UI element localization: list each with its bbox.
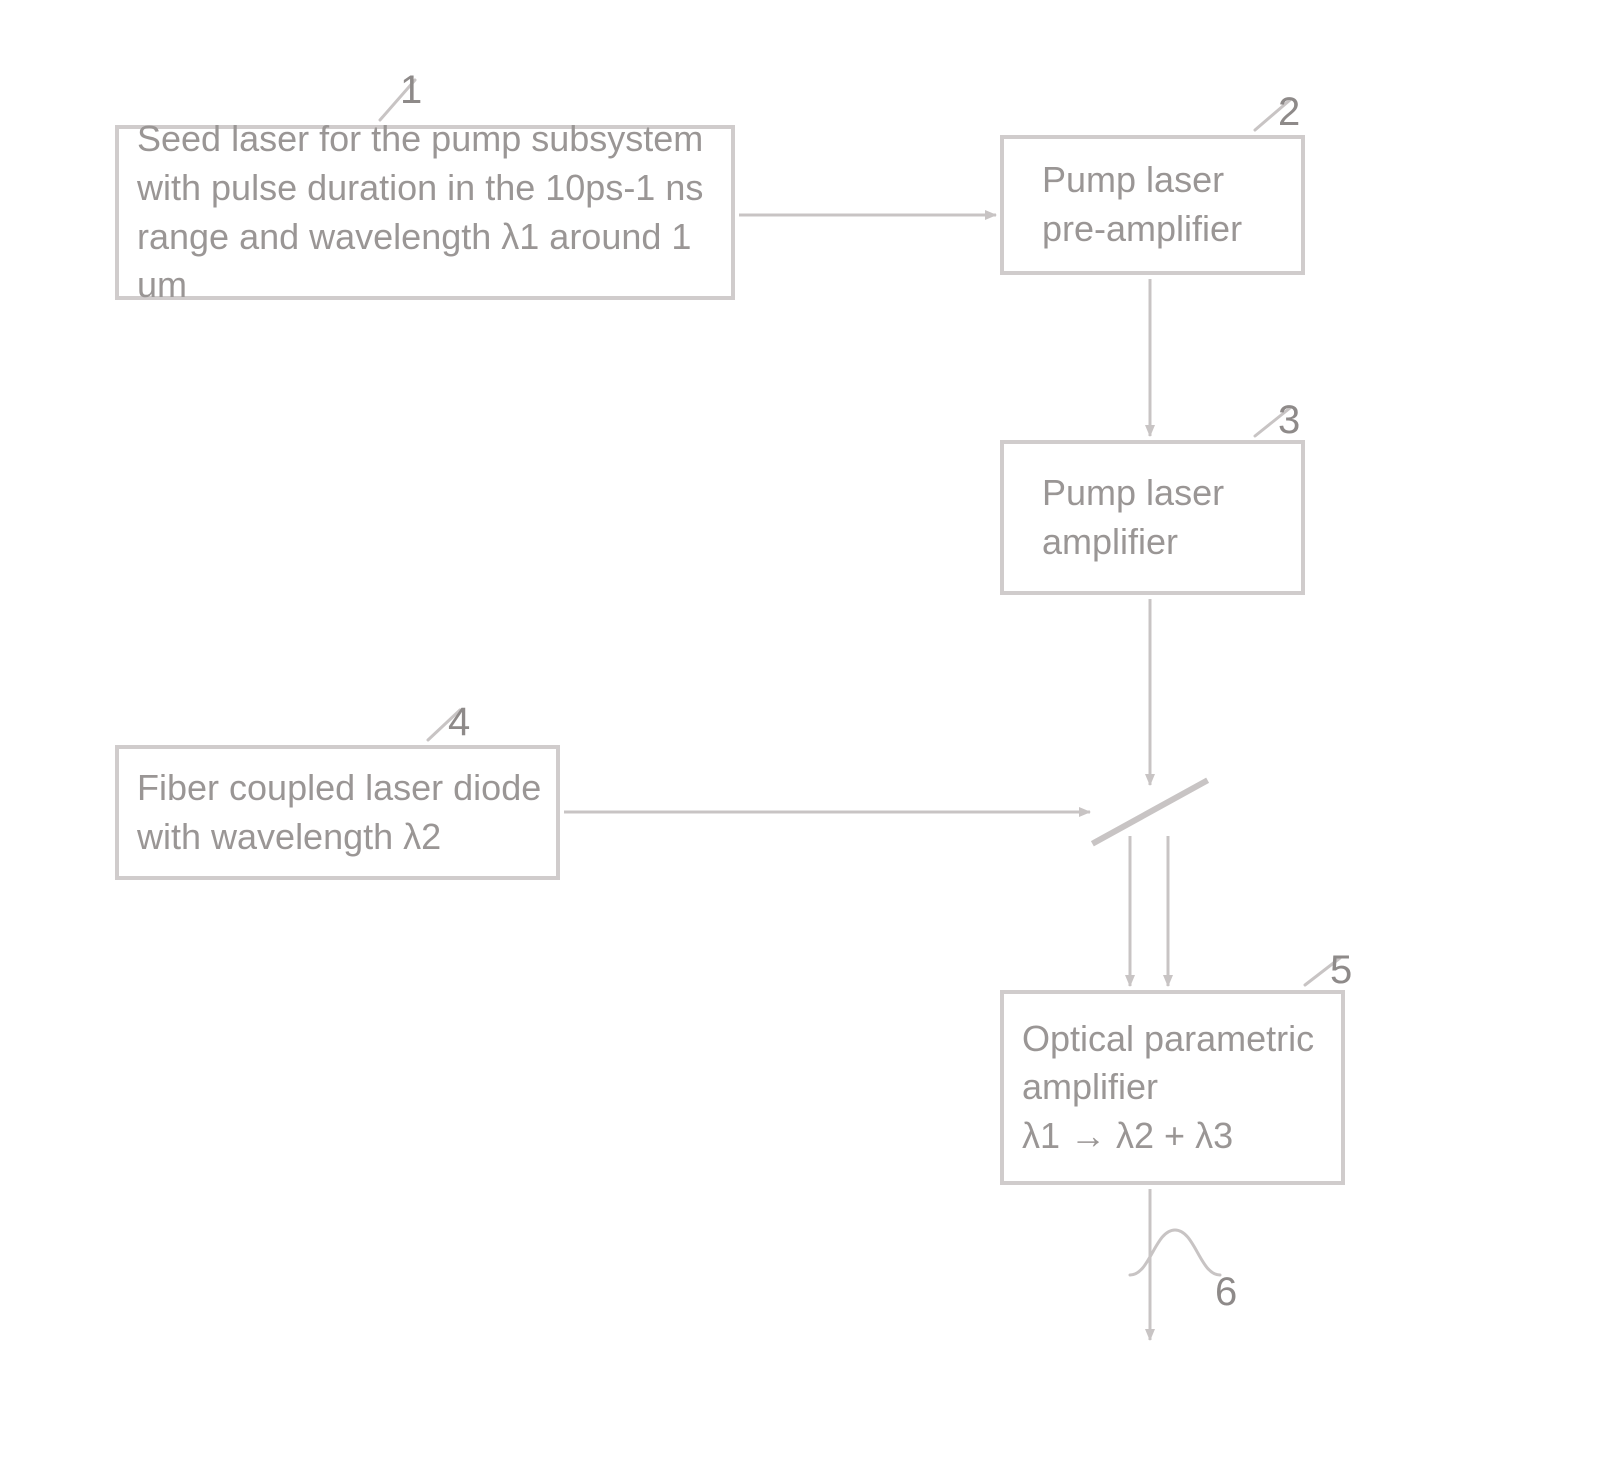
pump-preamp-box: Pump laser pre-amplifier <box>1000 135 1305 275</box>
pump-preamp-line-2: pre-amplifier <box>1042 205 1301 254</box>
opa-line-3: λ1 → λ2 + λ3 <box>1022 1112 1341 1161</box>
opa-box: Optical parametric amplifier λ1 → λ2 + λ… <box>1000 990 1345 1185</box>
label-2: 2 <box>1278 90 1300 135</box>
label-5: 5 <box>1330 948 1352 993</box>
label-3: 3 <box>1278 398 1300 443</box>
diagram-canvas: Seed laser for the pump subsystem with p… <box>0 0 1608 1470</box>
seed-laser-box: Seed laser for the pump subsystem with p… <box>115 125 735 300</box>
fiber-diode-line-1: Fiber coupled laser diode <box>137 764 556 813</box>
opa-line-1: Optical parametric <box>1022 1015 1341 1064</box>
pump-amp-line-1: Pump laser <box>1042 469 1301 518</box>
label-1: 1 <box>400 68 422 113</box>
fiber-diode-line-2: with wavelength λ2 <box>137 813 556 862</box>
opa-line-2: amplifier <box>1022 1063 1341 1112</box>
fiber-diode-box: Fiber coupled laser diode with wavelengt… <box>115 745 560 880</box>
seed-laser-line-1: Seed laser for the pump subsystem <box>137 115 731 164</box>
pump-preamp-line-1: Pump laser <box>1042 156 1301 205</box>
label-6: 6 <box>1215 1270 1237 1315</box>
beam-splitter <box>1095 782 1205 843</box>
seed-laser-line-2: with pulse duration in the 10ps-1 ns <box>137 164 731 213</box>
pump-amp-line-2: amplifier <box>1042 518 1301 567</box>
output-pulse-glyph <box>1130 1230 1220 1275</box>
pump-amp-box: Pump laser amplifier <box>1000 440 1305 595</box>
seed-laser-line-3: range and wavelength λ1 around 1 um <box>137 213 731 310</box>
label-4: 4 <box>448 700 470 745</box>
